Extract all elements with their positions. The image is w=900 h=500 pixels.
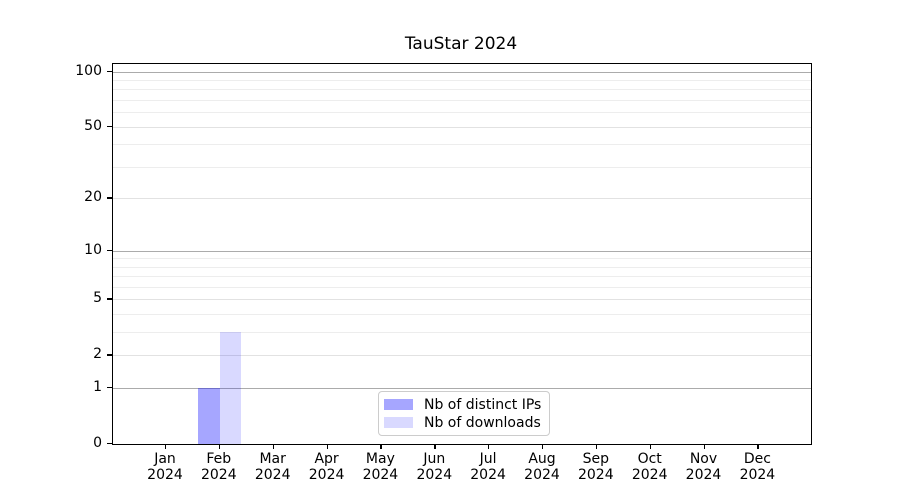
gridline-y-1 — [113, 388, 811, 390]
gridline-y-90 — [113, 80, 811, 81]
gridline-y-7 — [113, 276, 811, 278]
x-tick-label-year: 2024 — [200, 466, 237, 483]
x-tick-mark-aug — [542, 444, 544, 449]
gridline-y-100 — [113, 71, 811, 73]
x-tick-label-year: 2024 — [577, 466, 614, 483]
x-tick-label-dec: Dec 2024 — [725, 451, 789, 483]
y-tick-label-50: 50 — [84, 117, 102, 134]
x-tick-label-year: 2024 — [416, 466, 453, 483]
x-tick-label-year: 2024 — [685, 466, 722, 483]
y-tick-mark-1 — [107, 387, 112, 389]
gridline-y-2 — [113, 355, 811, 357]
x-tick-label-month: Oct — [637, 451, 662, 467]
y-tick-mark-5 — [107, 298, 112, 300]
gridline-y-40 — [113, 144, 811, 146]
x-tick-label-year: 2024 — [739, 466, 776, 483]
gridline-y-70 — [113, 100, 811, 102]
x-tick-label-feb: Feb 2024 — [187, 451, 251, 483]
x-tick-mark-may — [380, 444, 382, 449]
legend-swatch-nb-of-distinct-ips — [384, 399, 413, 410]
x-tick-label-aug: Aug 2024 — [510, 451, 574, 483]
legend-entry-nb-of-distinct-ips: Nb of distinct IPs — [384, 396, 544, 414]
x-tick-label-month: Nov — [689, 451, 718, 467]
x-tick-mark-jan — [165, 444, 167, 449]
y-tick-mark-10 — [107, 249, 112, 251]
x-tick-label-month: Jan — [154, 451, 176, 467]
x-tick-label-may: May 2024 — [348, 451, 412, 483]
x-tick-label-month: Mar — [259, 451, 286, 467]
gridline-y-30 — [113, 166, 811, 168]
gridline-y-50 — [113, 126, 811, 128]
x-tick-label-oct: Oct 2024 — [618, 451, 682, 483]
y-tick-label-100: 100 — [75, 62, 102, 79]
x-tick-label-apr: Apr 2024 — [295, 451, 359, 483]
x-tick-label-month: Feb — [206, 451, 232, 467]
gridline-y-8 — [113, 266, 811, 268]
gridline-y-4 — [113, 314, 811, 316]
chart-title: TauStar 2024 — [404, 34, 518, 54]
x-tick-mark-apr — [326, 444, 328, 449]
y-tick-mark-0 — [107, 443, 112, 445]
x-tick-label-month: Apr — [314, 451, 339, 467]
x-tick-label-month: Sep — [582, 451, 609, 467]
legend-label-nb-of-downloads: Nb of downloads — [424, 414, 541, 431]
legend: Nb of distinct IPs Nb of downloads — [378, 391, 550, 436]
bar-nb-of-downloads-feb — [219, 332, 242, 444]
x-tick-mark-mar — [272, 444, 275, 449]
y-tick-mark-20 — [107, 197, 112, 199]
x-tick-mark-jun — [434, 444, 436, 449]
gridline-y-60 — [113, 112, 811, 114]
x-tick-label-year: 2024 — [147, 466, 183, 483]
x-tick-mark-nov — [703, 444, 705, 449]
x-tick-label-month: Aug — [528, 451, 556, 467]
x-tick-label-jun: Jun 2024 — [402, 451, 466, 483]
x-tick-label-jul: Jul 2024 — [456, 451, 520, 483]
y-tick-label-2: 2 — [93, 346, 102, 363]
x-tick-label-month: Dec — [743, 451, 771, 467]
x-tick-label-nov: Nov 2024 — [672, 451, 736, 483]
x-tick-mark-dec — [757, 444, 759, 449]
gridline-y-9 — [113, 258, 811, 260]
x-tick-mark-oct — [649, 444, 652, 449]
legend-entry-nb-of-downloads: Nb of downloads — [384, 414, 544, 432]
plot-area — [112, 63, 812, 445]
x-tick-mark-feb — [218, 444, 221, 449]
x-tick-label-sep: Sep 2024 — [564, 451, 628, 483]
legend-label-nb-of-distinct-ips: Nb of distinct IPs — [424, 396, 542, 413]
gridline-y-6 — [113, 287, 811, 288]
x-tick-label-month: May — [365, 451, 395, 467]
x-tick-label-year: 2024 — [470, 466, 506, 483]
x-tick-label-year: 2024 — [631, 466, 668, 483]
bar-nb-of-distinct-ips-feb — [198, 388, 220, 444]
y-tick-mark-2 — [107, 354, 112, 356]
y-tick-mark-50 — [107, 125, 112, 128]
x-tick-mark-sep — [595, 444, 598, 449]
y-tick-label-20: 20 — [84, 189, 102, 206]
x-tick-mark-jul — [488, 444, 490, 449]
gridline-y-10 — [113, 250, 811, 252]
x-tick-label-year: 2024 — [308, 466, 345, 483]
x-tick-label-month: Jul — [479, 451, 497, 467]
gridline-y-5 — [113, 299, 811, 301]
y-tick-mark-100 — [107, 70, 112, 72]
gridline-y-80 — [113, 89, 811, 91]
x-tick-label-jan: Jan 2024 — [133, 451, 197, 483]
x-tick-label-year: 2024 — [362, 466, 399, 483]
y-tick-label-0: 0 — [93, 435, 102, 451]
x-tick-label-year: 2024 — [524, 466, 560, 483]
y-tick-label-10: 10 — [84, 241, 102, 258]
y-tick-label-1: 1 — [93, 379, 102, 396]
legend-swatch-nb-of-downloads — [384, 417, 413, 428]
y-tick-label-5: 5 — [93, 290, 102, 307]
gridline-y-3 — [113, 332, 811, 334]
gridline-y-20 — [113, 198, 811, 200]
x-tick-label-mar: Mar 2024 — [241, 451, 305, 483]
x-tick-label-month: Jun — [423, 451, 446, 467]
x-tick-label-year: 2024 — [254, 466, 291, 483]
